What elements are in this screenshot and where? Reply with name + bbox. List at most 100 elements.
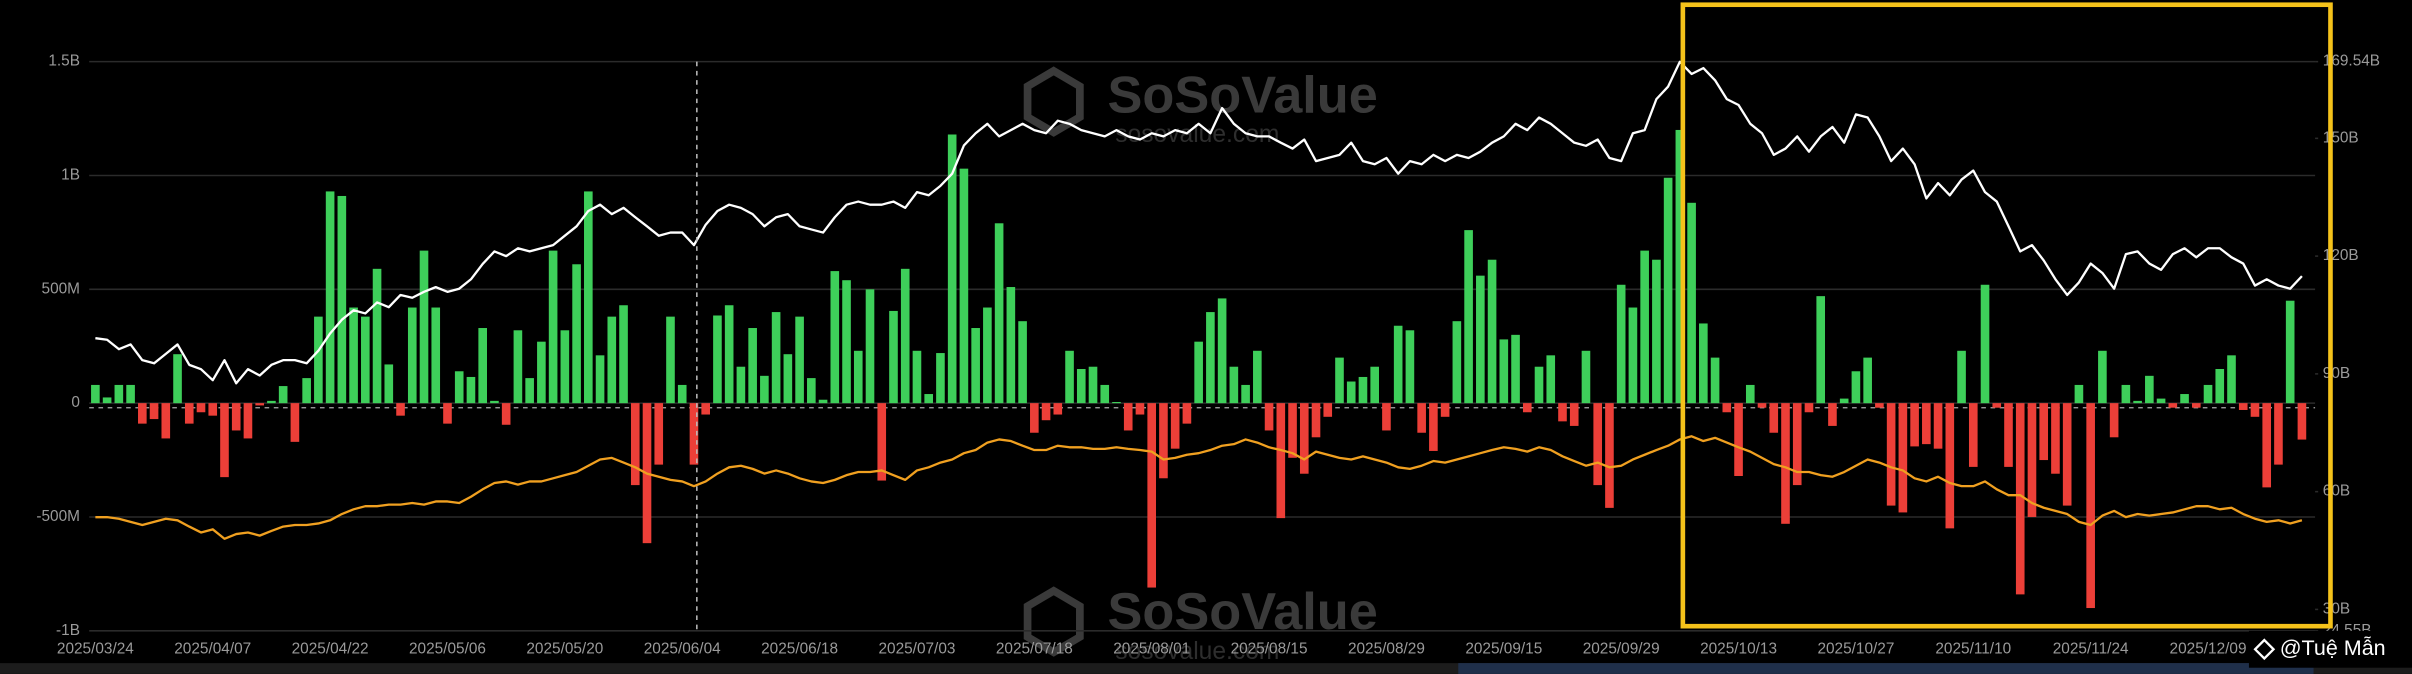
- bar: [1769, 403, 1779, 433]
- y2-tick-label: 90B: [2323, 365, 2350, 382]
- bar: [654, 403, 664, 465]
- bar: [1992, 403, 2002, 408]
- watermark-logo: [1023, 66, 1084, 137]
- bar: [736, 366, 746, 404]
- bar: [361, 316, 370, 404]
- bar: [2015, 403, 2025, 595]
- bar: [2215, 368, 2225, 404]
- y-tick-label: 1B: [61, 167, 80, 184]
- bar: [501, 403, 511, 425]
- bar: [1194, 341, 1203, 404]
- bar: [701, 403, 711, 415]
- bar: [2109, 403, 2119, 438]
- bar: [2098, 350, 2107, 404]
- bar: [325, 191, 335, 404]
- bar: [760, 375, 769, 404]
- x-tick-label: 2025/09/15: [1465, 640, 1542, 657]
- bar: [2039, 403, 2049, 461]
- bar: [830, 271, 840, 404]
- bar: [1405, 330, 1415, 404]
- bar: [396, 403, 405, 416]
- bar: [1640, 250, 1649, 404]
- scroll-track: [0, 663, 2412, 674]
- bar: [677, 384, 687, 404]
- author: @Tuệ Mẫn: [2280, 635, 2386, 660]
- bar: [630, 403, 640, 486]
- x-tick-label: 2025/11/24: [2053, 640, 2129, 657]
- bar: [1875, 403, 1884, 408]
- bar: [1745, 384, 1755, 404]
- bar: [161, 403, 171, 439]
- bar: [1440, 403, 1450, 417]
- bar: [149, 403, 159, 420]
- bar: [1358, 376, 1368, 404]
- bar: [431, 307, 441, 404]
- scroll-thumb[interactable]: [1458, 663, 2314, 674]
- bar: [2145, 375, 2154, 404]
- bar: [314, 316, 323, 404]
- bar: [1429, 403, 1438, 451]
- bar: [2191, 403, 2201, 408]
- bar: [560, 330, 570, 404]
- bar: [1229, 366, 1239, 404]
- bar: [1464, 230, 1473, 404]
- bar: [1910, 403, 1919, 447]
- bar: [983, 307, 992, 404]
- bar: [1628, 307, 1638, 404]
- bar: [1476, 275, 1485, 404]
- y-tick-label: 0: [71, 394, 80, 411]
- bar: [196, 403, 206, 413]
- bar: [572, 264, 581, 404]
- x-tick-label: 2025/12/09: [2170, 640, 2247, 657]
- bar: [419, 250, 429, 404]
- bar: [889, 310, 898, 404]
- bar: [1299, 403, 1309, 474]
- bar: [1288, 403, 1297, 458]
- bar: [466, 376, 476, 404]
- y-tick-label: 1.5B: [48, 53, 80, 70]
- bar: [1346, 381, 1356, 404]
- bar: [2121, 384, 2131, 404]
- bar: [1522, 403, 1532, 413]
- bar: [1734, 403, 1743, 476]
- bar: [1217, 298, 1227, 404]
- bar: [1616, 284, 1626, 404]
- bar: [971, 328, 980, 404]
- bar: [853, 350, 863, 404]
- bar: [807, 378, 816, 404]
- bar: [91, 384, 100, 404]
- bar: [1558, 403, 1567, 422]
- bar: [349, 307, 358, 404]
- bar: [1276, 403, 1286, 519]
- bar: [795, 316, 804, 404]
- bar: [278, 386, 288, 404]
- bar: [1417, 403, 1426, 433]
- bar: [1605, 403, 1614, 508]
- bar: [255, 403, 264, 406]
- x-tick-label: 2025/06/18: [761, 640, 838, 657]
- bar: [1792, 403, 1802, 486]
- bar: [407, 307, 417, 404]
- bar: [372, 268, 382, 404]
- bar: [689, 403, 699, 465]
- bar: [1170, 403, 1180, 449]
- bar: [1241, 384, 1250, 404]
- bar: [1335, 357, 1344, 404]
- bar: [1253, 350, 1262, 404]
- bar: [1710, 357, 1720, 404]
- bar: [1135, 403, 1145, 415]
- bar: [1757, 403, 1767, 408]
- bar: [513, 330, 523, 404]
- y-tick-label: 500M: [42, 280, 80, 297]
- bar: [584, 191, 593, 404]
- bar: [2051, 403, 2060, 474]
- author-icon: [2253, 638, 2276, 661]
- bar: [1100, 384, 1110, 404]
- bar: [1839, 398, 1849, 404]
- bar: [2133, 400, 2142, 404]
- bar: [1652, 259, 1661, 404]
- bar: [173, 354, 182, 404]
- x-tick-label: 2025/08/15: [1231, 640, 1308, 657]
- bar: [1687, 202, 1696, 404]
